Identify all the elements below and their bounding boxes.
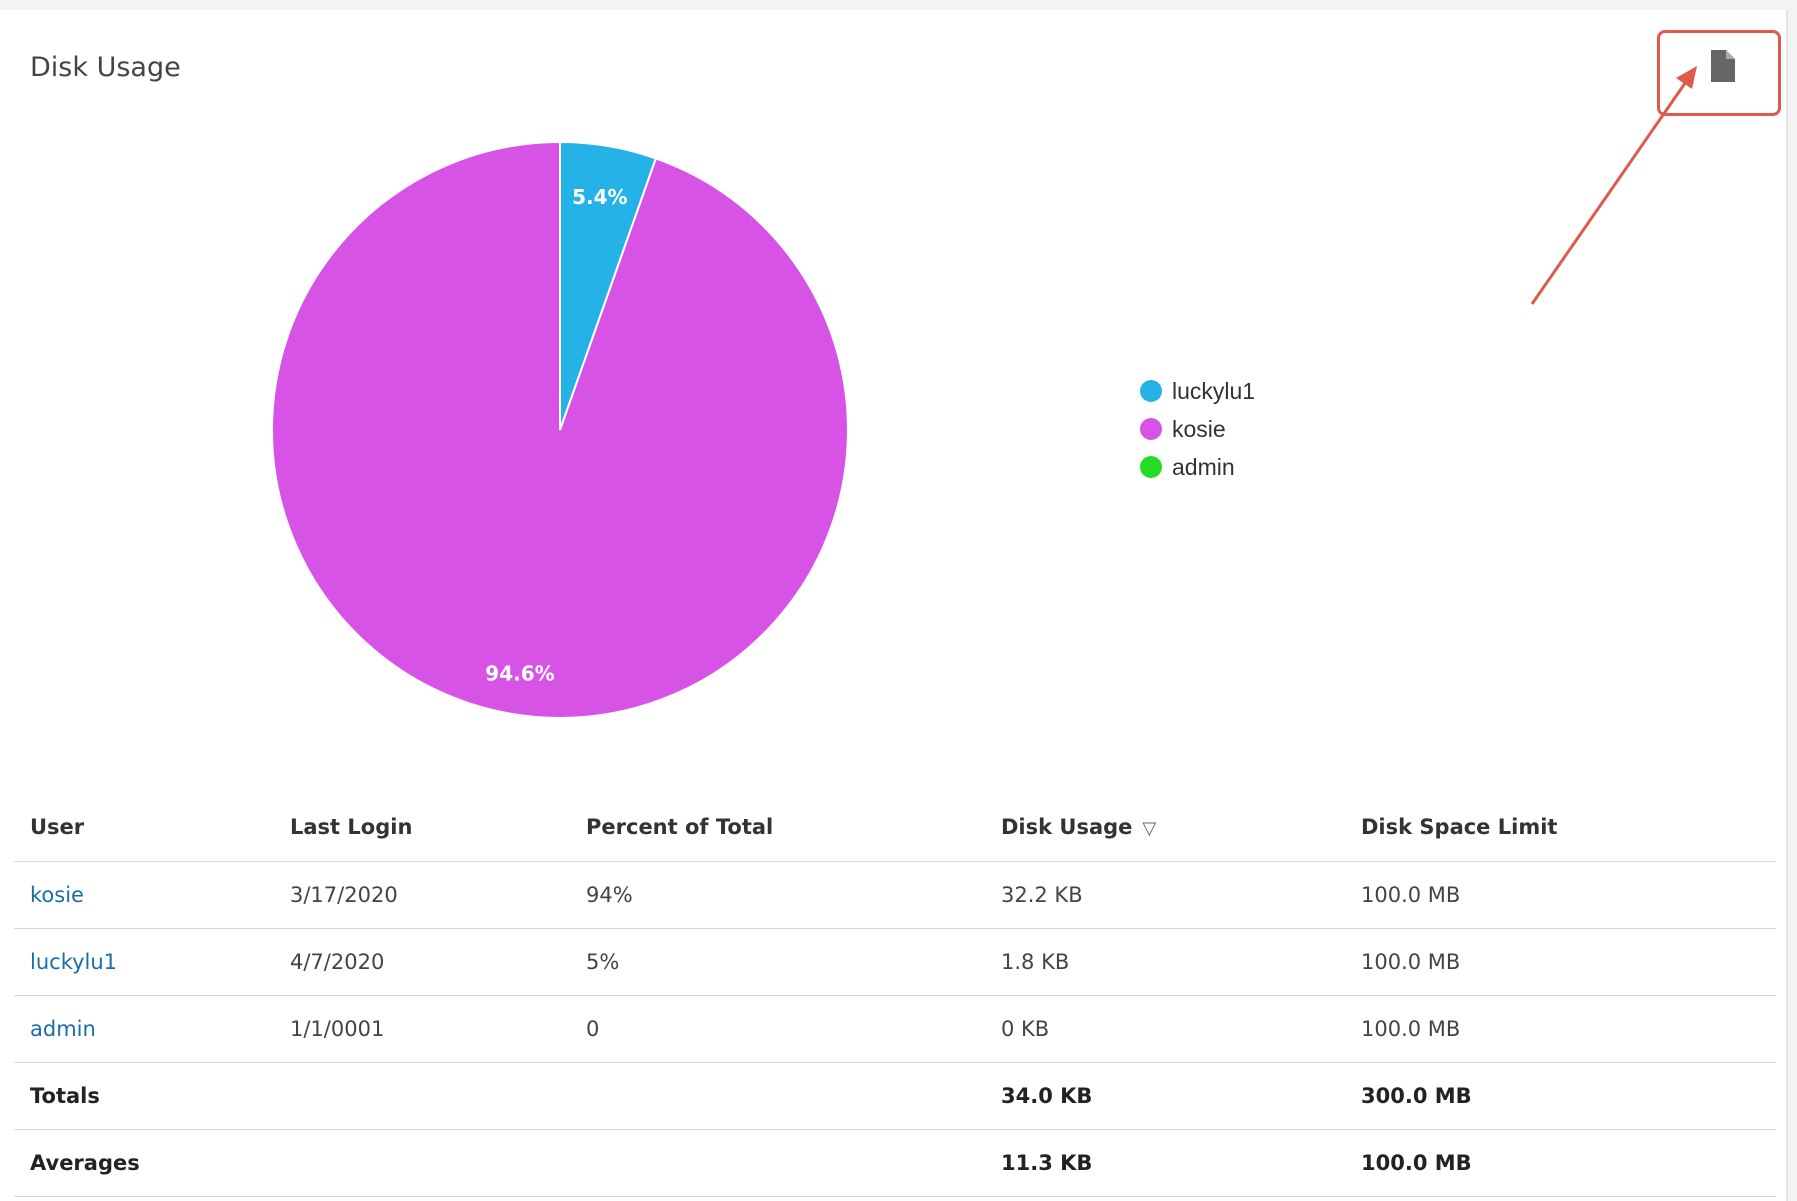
- legend-dot-icon: [1140, 456, 1162, 478]
- totals-row: Totals 34.0 KB 300.0 MB: [14, 1062, 1776, 1130]
- cell-percent: 0: [570, 995, 985, 1063]
- legend-item-admin[interactable]: admin: [1140, 448, 1255, 486]
- disk-usage-panel: Disk Usage 5.4% 94.6% luckylu1 kosie admi…: [0, 10, 1788, 1201]
- cell-disk-usage: 32.2 KB: [985, 861, 1345, 929]
- cell-user: luckylu1: [14, 928, 274, 996]
- cell-last-login: 3/17/2020: [274, 861, 570, 929]
- legend-dot-icon: [1140, 418, 1162, 440]
- totals-limit: 300.0 MB: [1345, 1062, 1776, 1130]
- disk-usage-table: User Last Login Percent of Total Disk Us…: [14, 793, 1776, 1197]
- file-icon[interactable]: [1709, 50, 1737, 82]
- annotation-highlight-box: [1657, 30, 1781, 116]
- sort-descending-icon[interactable]: ▽: [1142, 818, 1157, 839]
- cell-disk-usage: 1.8 KB: [985, 928, 1345, 996]
- cell-percent: 5%: [570, 928, 985, 996]
- table-row: luckylu1 4/7/2020 5% 1.8 KB 100.0 MB: [14, 928, 1776, 996]
- user-link[interactable]: admin: [30, 1017, 96, 1041]
- table-header-row: User Last Login Percent of Total Disk Us…: [14, 793, 1776, 862]
- header-user[interactable]: User: [14, 793, 274, 862]
- averages-disk-usage: 11.3 KB: [985, 1129, 1345, 1197]
- legend-label: admin: [1172, 453, 1235, 480]
- cell-limit: 100.0 MB: [1345, 928, 1776, 996]
- pie-label-luckylu1: 5.4%: [572, 185, 627, 209]
- pie-slice-kosie[interactable]: [271, 140, 849, 719]
- header-disk-usage-label: Disk Usage: [1001, 815, 1133, 839]
- averages-limit: 100.0 MB: [1345, 1129, 1776, 1197]
- cell-user: kosie: [14, 861, 274, 929]
- cell-disk-usage: 0 KB: [985, 995, 1345, 1063]
- header-percent[interactable]: Percent of Total: [570, 793, 985, 862]
- header-disk-limit[interactable]: Disk Space Limit: [1345, 793, 1776, 862]
- legend-dot-icon: [1140, 380, 1162, 402]
- legend-item-luckylu1[interactable]: luckylu1: [1140, 372, 1255, 410]
- header-disk-usage[interactable]: Disk Usage ▽: [985, 793, 1345, 862]
- empty-cell: [570, 1129, 985, 1197]
- totals-disk-usage: 34.0 KB: [985, 1062, 1345, 1130]
- user-link[interactable]: kosie: [30, 883, 84, 907]
- totals-label: Totals: [14, 1062, 274, 1130]
- header-last-login[interactable]: Last Login: [274, 793, 570, 862]
- table-row: admin 1/1/0001 0 0 KB 100.0 MB: [14, 995, 1776, 1063]
- legend-item-kosie[interactable]: kosie: [1140, 410, 1255, 448]
- cell-percent: 94%: [570, 861, 985, 929]
- pie-chart: 5.4% 94.6%: [271, 140, 849, 719]
- legend-label: kosie: [1172, 415, 1226, 442]
- cell-limit: 100.0 MB: [1345, 861, 1776, 929]
- user-link[interactable]: luckylu1: [30, 950, 118, 974]
- empty-cell: [274, 1062, 570, 1130]
- empty-cell: [570, 1062, 985, 1130]
- table-row: kosie 3/17/2020 94% 32.2 KB 100.0 MB: [14, 861, 1776, 929]
- pie-label-kosie: 94.6%: [485, 662, 554, 686]
- averages-row: Averages 11.3 KB 100.0 MB: [14, 1129, 1776, 1197]
- cell-last-login: 4/7/2020: [274, 928, 570, 996]
- legend-label: luckylu1: [1172, 377, 1256, 404]
- cell-last-login: 1/1/0001: [274, 995, 570, 1063]
- averages-label: Averages: [14, 1129, 274, 1197]
- cell-limit: 100.0 MB: [1345, 995, 1776, 1063]
- empty-cell: [274, 1129, 570, 1197]
- panel-title: Disk Usage: [30, 52, 181, 83]
- chart-legend: luckylu1 kosie admin: [1140, 372, 1255, 486]
- cell-user: admin: [14, 995, 274, 1063]
